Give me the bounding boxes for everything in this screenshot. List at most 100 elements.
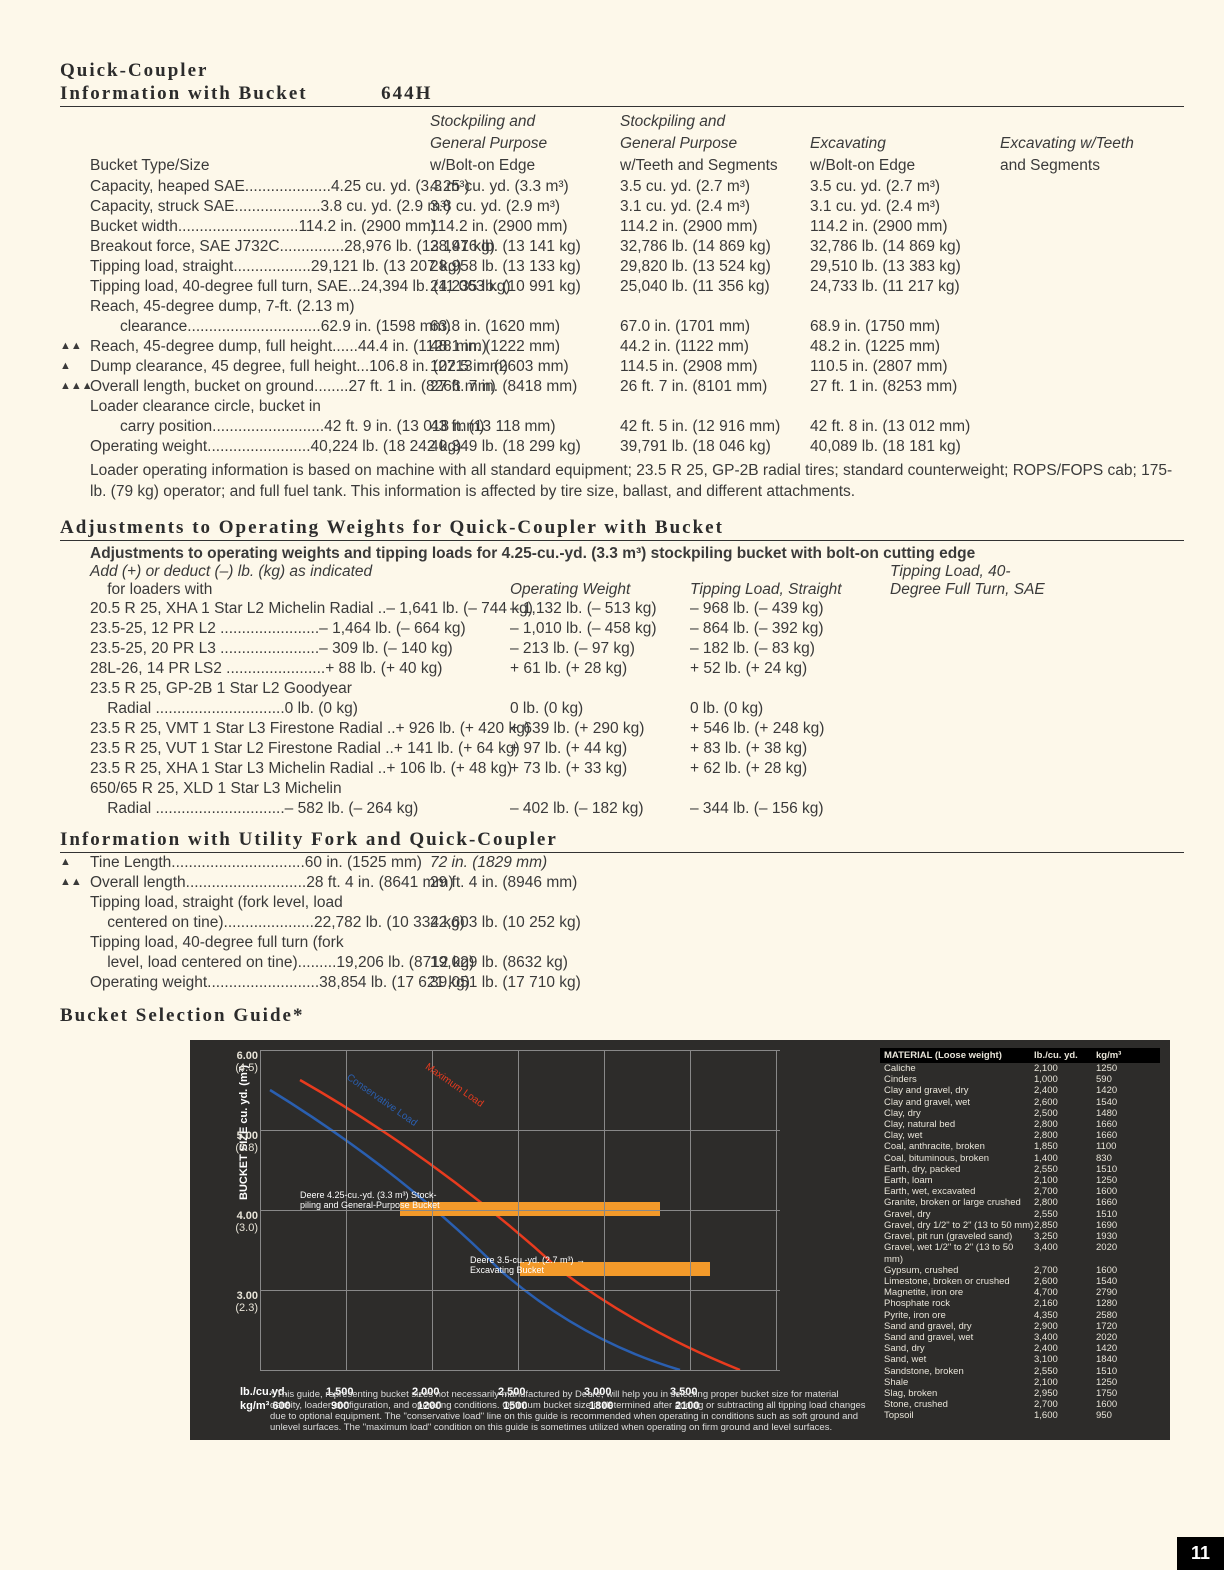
adj-h11: Operating Weight <box>510 581 690 599</box>
mat-cell: Granite, broken or large crushed <box>884 1197 1034 1208</box>
qc-title-l2: Information with Bucket <box>60 83 308 104</box>
mat-cell: 1660 <box>1096 1130 1144 1141</box>
mat-cell: Earth, wet, excavated <box>884 1186 1034 1197</box>
ytick: 3.00(2.3) <box>208 1290 258 1314</box>
qc-head-cell: General Purpose <box>620 133 810 155</box>
mat-cell: 590 <box>1096 1074 1144 1085</box>
mat-cell: 1510 <box>1096 1209 1144 1220</box>
fork-label: level, load centered on tine).........19… <box>60 953 430 973</box>
mat-cell: 2,700 <box>1034 1399 1096 1410</box>
qc-head-cell: w/Teeth and Segments <box>620 155 810 177</box>
mat-cell: 950 <box>1096 1410 1144 1421</box>
adj-cell: 0 lb. (0 kg) <box>510 699 690 719</box>
adj-cell: – 968 lb. (– 439 kg) <box>690 599 890 619</box>
fork-cell: 72 in. (1829 mm) <box>430 853 630 873</box>
qc-label: Tipping load, 40-degree full turn, SAE..… <box>60 277 430 297</box>
mat-cell: Sand, dry <box>884 1343 1034 1354</box>
mat-cell: Sand and gravel, dry <box>884 1321 1034 1332</box>
qc-title-row: Information with Bucket 644H <box>60 83 1184 107</box>
mat-cell: 1540 <box>1096 1276 1144 1287</box>
ytick: 4.00(3.0) <box>208 1210 258 1234</box>
qc-label: ▲Dump clearance, 45 degree, full height.… <box>60 357 430 377</box>
adj-h10: for loaders with <box>90 581 510 599</box>
mat-cell: 2,550 <box>1034 1164 1096 1175</box>
qc-cell <box>430 397 620 417</box>
mat-cell: 2,700 <box>1034 1186 1096 1197</box>
mat-cell: Earth, loam <box>884 1175 1034 1186</box>
mat-cell: 1690 <box>1096 1220 1144 1231</box>
qc-cell <box>430 297 620 317</box>
mat-cell: Gravel, dry 1/2" to 2" (13 to 50 mm) <box>884 1220 1034 1231</box>
adj-label: 23.5 R 25, VUT 1 Star L2 Firestone Radia… <box>90 739 510 759</box>
mat-cell: Phosphate rock <box>884 1298 1034 1309</box>
material-table: MATERIAL (Loose weight)lb./cu. yd.kg/m³ … <box>880 1048 1160 1422</box>
mat-cell: Shale <box>884 1377 1034 1388</box>
adj-cell: 0 lb. (0 kg) <box>690 699 890 719</box>
mat-cell: 1250 <box>1096 1175 1144 1186</box>
mat-cell: 2020 <box>1096 1242 1144 1264</box>
qc-cell: 25,040 lb. (11 356 kg) <box>620 277 810 297</box>
qc-head-cell <box>810 111 1000 133</box>
qc-head-cell <box>1000 111 1190 133</box>
mat-cell: 1750 <box>1096 1388 1144 1399</box>
adj-label: 23.5 R 25, GP-2B 1 Star L2 Goodyear <box>90 679 510 699</box>
qc-head-cell: Excavating w/Teeth <box>1000 133 1190 155</box>
mat-cell: 3,400 <box>1034 1242 1096 1264</box>
mat-cell: 4,350 <box>1034 1310 1096 1321</box>
qc-head-cell: w/Bolt-on Edge <box>810 155 1000 177</box>
qc-label: Capacity, heaped SAE....................… <box>60 177 430 197</box>
qc-label: ▲▲Reach, 45-degree dump, full height....… <box>60 337 430 357</box>
qc-cell: 44.2 in. (1122 mm) <box>620 337 810 357</box>
mat-cell: 4,700 <box>1034 1287 1096 1298</box>
adj-label: Radial ..............................– 5… <box>90 799 510 819</box>
qc-cell: 29,510 lb. (13 383 kg) <box>810 257 1000 277</box>
qc-title-block: Quick-Coupler Information with Bucket 64… <box>60 60 1184 107</box>
adj-cell: – 1,010 lb. (– 458 kg) <box>510 619 690 639</box>
adj-cell: – 1,132 lb. (– 513 kg) <box>510 599 690 619</box>
qc-cell <box>620 397 810 417</box>
qc-label: Capacity, struck SAE....................… <box>60 197 430 217</box>
fork-label: Tipping load, straight (fork level, load <box>60 893 430 913</box>
page-number: 11 <box>1177 1537 1224 1570</box>
fork-cell <box>430 893 630 913</box>
qc-cell: 48.2 in. (1225 mm) <box>810 337 1000 357</box>
qc-cell: 32,786 lb. (14 869 kg) <box>620 237 810 257</box>
chart-title: Bucket Selection Guide* <box>60 1005 1184 1028</box>
chart-footnote: * This guide, representing bucket sizes … <box>270 1390 870 1434</box>
mat-cell: Caliche <box>884 1063 1034 1074</box>
qc-label: clearance...............................… <box>60 317 430 337</box>
ytick: 5.00(3.8) <box>208 1130 258 1154</box>
adj-cell <box>510 779 690 799</box>
qc-head-cell: Excavating <box>810 133 1000 155</box>
qc-cell: 26 ft. 7 in. (8101 mm) <box>620 377 810 397</box>
adj-cell <box>690 779 890 799</box>
annot2: Deere 3.5-cu.-yd. (2.7 m³) → Excavating … <box>470 1255 585 1275</box>
mat-cell: Clay, dry <box>884 1108 1034 1119</box>
qc-head-cell: w/Bolt-on Edge <box>430 155 620 177</box>
qc-cell: 3.8 cu. yd. (2.9 m³) <box>430 197 620 217</box>
qc-head-cell <box>60 133 430 155</box>
qc-label: Breakout force, SAE J732C...............… <box>60 237 430 257</box>
fork-label: Operating weight........................… <box>60 973 430 993</box>
adj-label: 23.5 R 25, VMT 1 Star L3 Firestone Radia… <box>90 719 510 739</box>
mat-cell: Clay and gravel, dry <box>884 1085 1034 1096</box>
model-number: 644H <box>381 83 432 104</box>
qc-cell: 3.1 cu. yd. (2.4 m³) <box>620 197 810 217</box>
mat-cell: Pyrite, iron ore <box>884 1310 1034 1321</box>
qc-head-cell: Stockpiling and <box>620 111 810 133</box>
fork-label: centered on tine).....................22… <box>60 913 430 933</box>
adj-cell: – 402 lb. (– 182 kg) <box>510 799 690 819</box>
adj-cell: + 97 lb. (+ 44 kg) <box>510 739 690 759</box>
mat-cell: 1,400 <box>1034 1153 1096 1164</box>
mat-cell: 1420 <box>1096 1085 1144 1096</box>
qc-cell: 39,791 lb. (18 046 kg) <box>620 437 810 457</box>
mat-cell: 2,800 <box>1034 1130 1096 1141</box>
fork-label: ▲Tine Length............................… <box>60 853 430 873</box>
qc-cell: 3.5 cu. yd. (2.7 m³) <box>620 177 810 197</box>
adj-cell: + 73 lb. (+ 33 kg) <box>510 759 690 779</box>
qc-head-cell: Bucket Type/Size <box>60 155 430 177</box>
mat-cell: 1660 <box>1096 1119 1144 1130</box>
mat-cell: Cinders <box>884 1074 1034 1085</box>
adj-cell: – 864 lb. (– 392 kg) <box>690 619 890 639</box>
mat-cell: 2,100 <box>1034 1175 1096 1186</box>
